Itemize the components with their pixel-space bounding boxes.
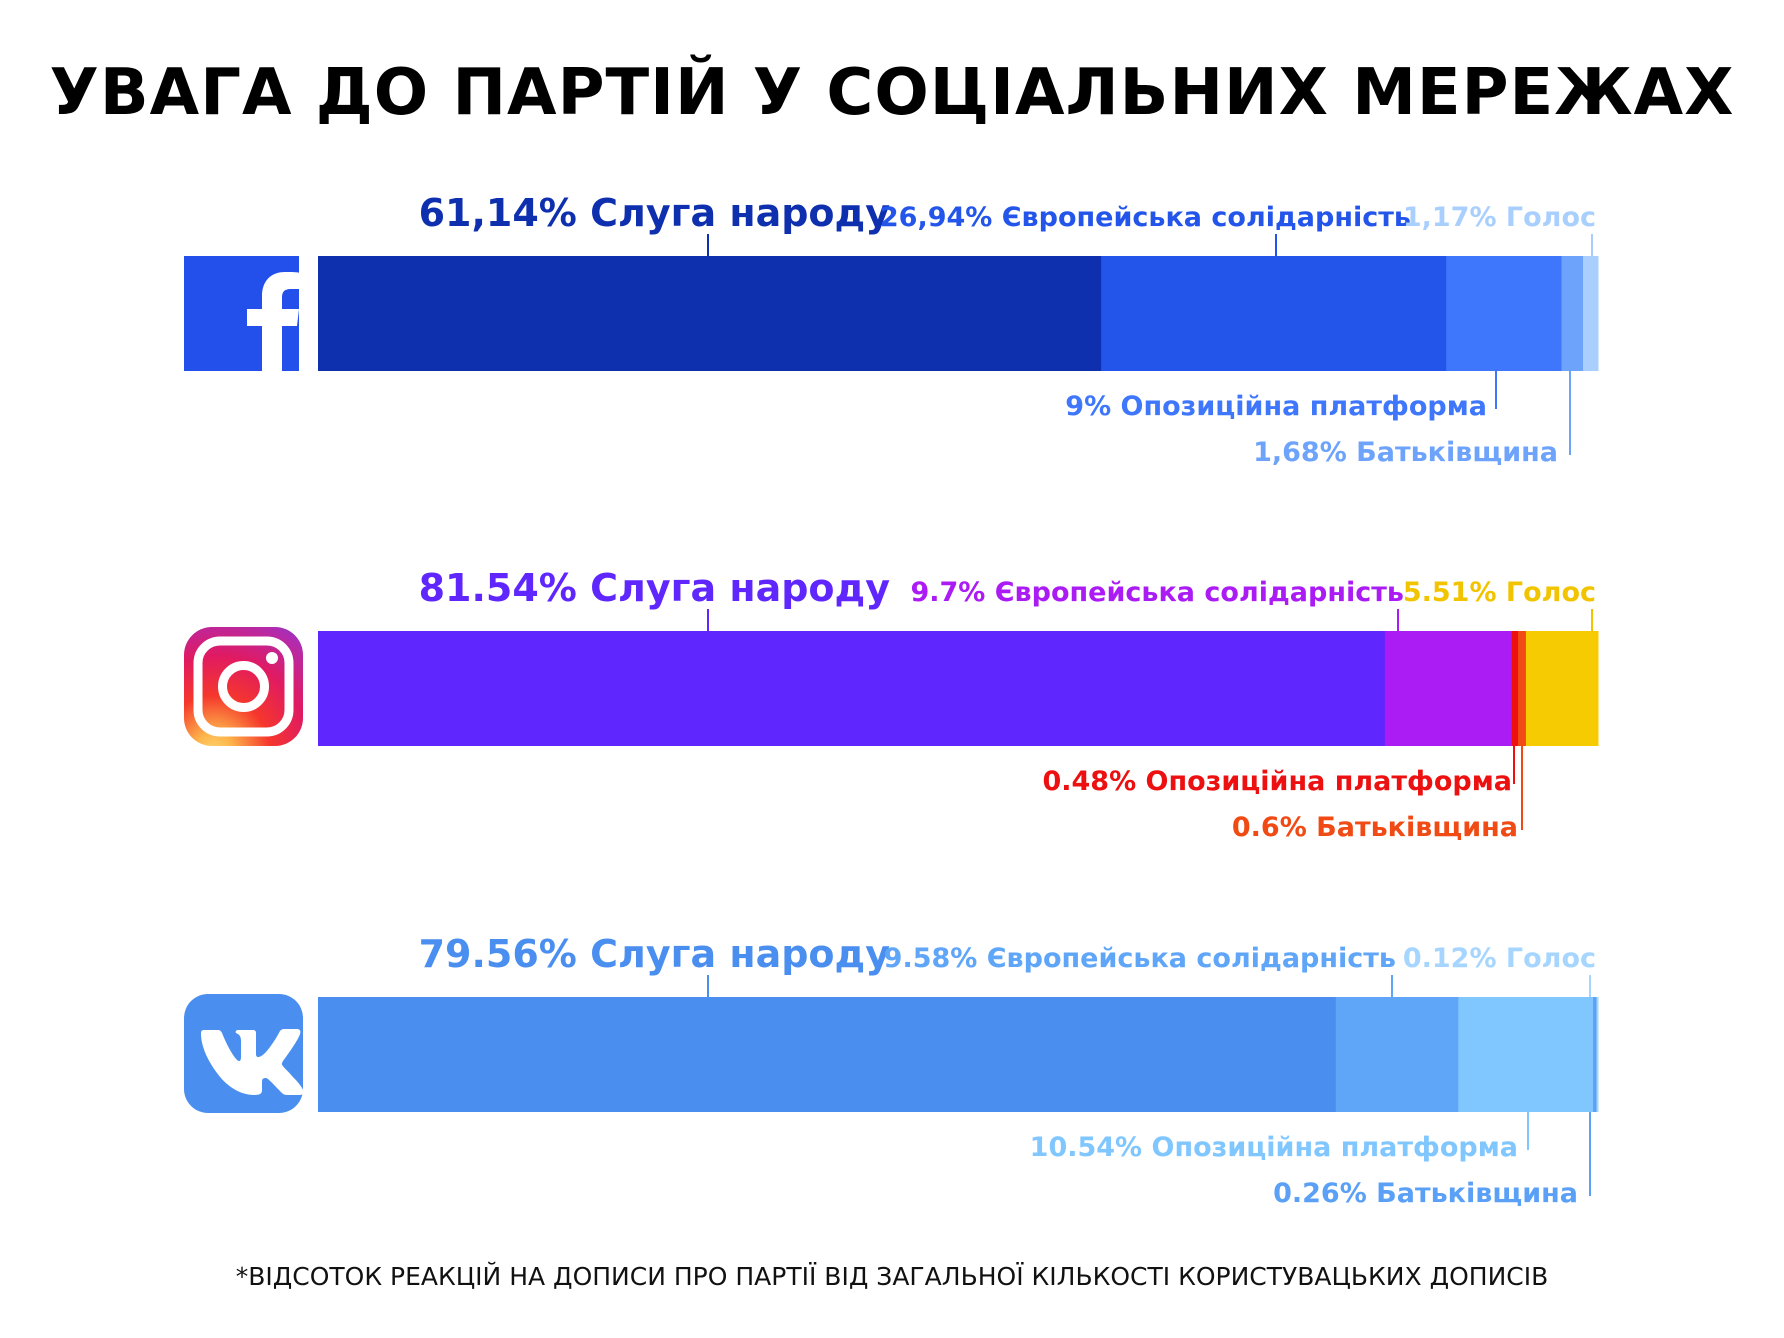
vk-icon	[184, 994, 304, 1113]
footnote: *ВІДСОТОК РЕАКЦІЙ НА ДОПИСИ ПРО ПАРТІЇ В…	[235, 1262, 1549, 1291]
vk-bar-segment-1	[1335, 997, 1459, 1112]
facebook-bar-segment-2	[1446, 256, 1562, 371]
vk-bar-segment-0	[318, 997, 1337, 1112]
facebook-bar-segment-3	[1561, 256, 1584, 371]
instagram-icon	[184, 627, 303, 746]
vk-bar-label-1: 9.58% Європейська солідарність	[884, 943, 1396, 974]
facebook-bar-segment-4	[1583, 256, 1599, 371]
vk-bar-segment-2	[1458, 997, 1594, 1112]
instagram-bar-segment-0	[318, 631, 1386, 746]
facebook-bar-segment-1	[1101, 256, 1447, 371]
vk-bar-label-3: 0.26% Батьківщина	[1273, 1178, 1578, 1209]
instagram-bar-label-2: 0.48% Опозиційна платформа	[1042, 766, 1512, 797]
vk-bar-segment-4	[1596, 997, 1599, 1112]
chart-title: УВАГА ДО ПАРТІЙ У СОЦІАЛЬНИХ МЕРЕЖАХ	[49, 56, 1735, 130]
facebook-bar-label-4: 1,17% Голос	[1403, 202, 1596, 233]
instagram-bar-segment-4	[1525, 631, 1599, 746]
instagram-bar-label-0: 81.54% Слуга народу	[419, 566, 891, 610]
instagram-bar-label-1: 9.7% Європейська солідарність	[910, 577, 1404, 608]
facebook-bar-label-0: 61,14% Слуга народу	[419, 191, 891, 235]
vk-bar-label-4: 0.12% Голос	[1403, 943, 1596, 974]
instagram-bar-segment-1	[1384, 631, 1513, 746]
instagram-bar-segment-3	[1518, 631, 1527, 746]
facebook-bar-label-1: 26,94% Європейська солідарність	[880, 202, 1411, 233]
vk-bar-segment-3	[1593, 997, 1597, 1112]
instagram-bar-label-4: 5.51% Голос	[1403, 577, 1596, 608]
vk-bar-label-0: 79.56% Слуга народу	[419, 932, 891, 976]
instagram-bar-label-3: 0.6% Батьківщина	[1232, 812, 1518, 843]
instagram-bar-segment-2	[1511, 631, 1519, 746]
vk-bar-label-2: 10.54% Опозиційна платформа	[1030, 1132, 1518, 1163]
facebook-icon	[184, 256, 300, 371]
facebook-bar-label-3: 1,68% Батьківщина	[1253, 437, 1558, 468]
facebook-bar-label-2: 9% Опозиційна платформа	[1065, 391, 1487, 422]
facebook-bar-segment-0	[318, 256, 1102, 371]
